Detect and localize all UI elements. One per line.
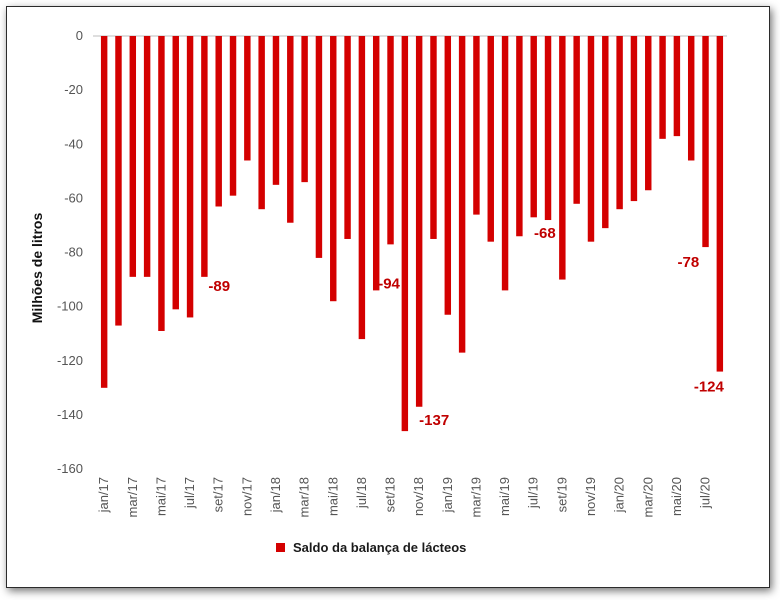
- y-axis-label: Milhões de litros: [29, 213, 45, 324]
- bar: [258, 36, 265, 210]
- x-axis: jan/17 mar/17 mai/17 jul/17 set/17 nov/17 jan/…: [96, 477, 712, 517]
- x-tick-label: mai/17: [153, 477, 168, 516]
- bar: [659, 36, 666, 139]
- bar: [315, 36, 323, 258]
- bar: [172, 36, 179, 310]
- bar: [530, 36, 537, 218]
- bar: [616, 36, 623, 210]
- bar: [415, 36, 423, 407]
- y-axis: 0 -20 -40 -60 -80 -100 -120 -140 -160: [57, 28, 727, 476]
- bar: [358, 36, 366, 340]
- data-label: -78: [678, 254, 700, 271]
- x-tick-label: nov/18: [411, 477, 426, 516]
- x-tick-label: mar/19: [468, 477, 483, 517]
- y-tick-label: -20: [64, 82, 83, 97]
- data-label: -89: [208, 278, 230, 295]
- bar: [702, 36, 709, 248]
- bar: [645, 36, 652, 191]
- bar: [587, 36, 595, 242]
- legend-swatch: [276, 543, 285, 552]
- bar: [401, 36, 409, 432]
- bar: [444, 36, 452, 315]
- x-tick-label: set/19: [554, 477, 569, 512]
- bar: [229, 36, 237, 196]
- bar: [516, 36, 523, 237]
- bar: [501, 36, 509, 291]
- bar: [559, 36, 566, 280]
- bar: [602, 36, 609, 229]
- x-tick-label: jul/17: [182, 477, 197, 509]
- bar: [687, 36, 695, 161]
- x-tick-label: mai/19: [497, 477, 512, 516]
- bar: [387, 36, 394, 245]
- bar: [143, 36, 151, 277]
- y-tick-label: -100: [57, 299, 83, 314]
- bar: [630, 36, 638, 202]
- bar: [158, 36, 165, 331]
- bars: [100, 36, 724, 432]
- y-tick-label: -60: [64, 190, 83, 205]
- bar: [330, 36, 337, 302]
- y-tick-label: 0: [76, 28, 83, 43]
- y-tick-label: -80: [64, 245, 83, 260]
- bar: [272, 36, 280, 185]
- bar: [301, 36, 308, 183]
- x-tick-label: jan/20: [612, 477, 627, 513]
- y-tick-label: -160: [57, 461, 83, 476]
- bar: [186, 36, 194, 318]
- bar: [201, 36, 208, 277]
- x-tick-label: nov/19: [583, 477, 598, 516]
- bar: [430, 36, 437, 239]
- x-tick-label: jul/18: [354, 477, 369, 509]
- x-tick-label: mai/20: [669, 477, 684, 516]
- x-tick-label: set/18: [383, 477, 398, 512]
- legend: Saldo da balança de lácteos: [276, 540, 466, 555]
- x-tick-label: mar/20: [640, 477, 655, 517]
- bar: [129, 36, 137, 277]
- bar: [673, 36, 681, 137]
- data-label: -124: [694, 379, 725, 396]
- bar: [716, 36, 724, 372]
- x-tick-label: nov/17: [239, 477, 254, 516]
- y-tick-label: -40: [64, 136, 83, 151]
- bar: [372, 36, 380, 291]
- x-tick-label: jul/19: [526, 477, 541, 509]
- data-label: -68: [534, 225, 556, 242]
- bar: [544, 36, 552, 221]
- bar: [573, 36, 580, 204]
- x-tick-label: jul/20: [698, 477, 713, 509]
- x-tick-label: set/17: [211, 477, 226, 512]
- y-tick-label: -120: [57, 353, 83, 368]
- bar: [100, 36, 108, 388]
- x-tick-label: jan/18: [268, 477, 283, 513]
- x-tick-label: jan/19: [440, 477, 455, 513]
- x-tick-label: jan/17: [96, 477, 111, 513]
- x-tick-label: mai/18: [325, 477, 340, 516]
- bar: [115, 36, 122, 326]
- bar: [287, 36, 294, 223]
- bar: [344, 36, 351, 239]
- data-label: -94: [378, 275, 400, 292]
- y-tick-label: -140: [57, 407, 83, 422]
- bar: [473, 36, 480, 215]
- bar: [458, 36, 466, 353]
- bar: [487, 36, 494, 242]
- bar: [215, 36, 222, 207]
- data-labels: -89 -94 -137 -68 -78 -124: [208, 225, 724, 429]
- legend-label: Saldo da balança de lácteos: [293, 540, 467, 555]
- bar: [244, 36, 251, 161]
- x-tick-label: mar/17: [125, 477, 140, 517]
- data-label: -137: [419, 412, 449, 429]
- x-tick-label: mar/18: [297, 477, 312, 517]
